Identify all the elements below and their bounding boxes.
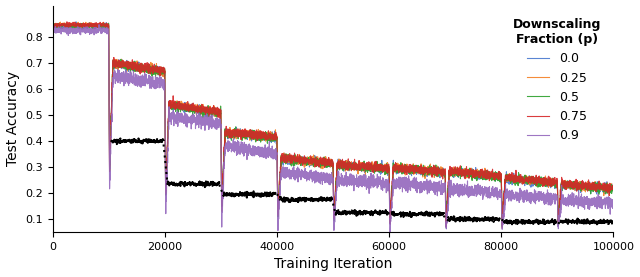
0.9 [263,155,271,158]
Legend: 0.0, 0.25, 0.5, 0.75, 0.9: 0.0, 0.25, 0.5, 0.75, 0.9 [506,12,607,148]
0.9 [385,188,393,191]
0.0 [442,227,450,230]
0.25 [385,170,393,174]
0.9 [413,184,421,187]
0.75 [609,182,617,185]
0.75 [442,225,450,229]
0.75 [385,169,393,173]
Line: 0.25: 0.25 [52,22,613,228]
0.5 [413,168,421,171]
0.5 [49,182,56,185]
0.25 [263,134,271,138]
0.0 [385,170,393,173]
0.75 [413,169,421,173]
0.75 [63,20,71,24]
0.0 [467,172,475,175]
0.9 [49,185,56,188]
0.25 [56,20,64,24]
0.75 [510,177,518,181]
0.9 [467,187,475,191]
0.0 [609,186,617,190]
0.9 [95,23,103,26]
0.0 [72,20,80,24]
0.5 [510,181,518,184]
0.75 [467,170,475,173]
0.0 [263,134,271,138]
0.5 [263,135,271,139]
0.75 [49,23,56,26]
0.9 [150,82,158,85]
0.5 [609,186,617,189]
0.0 [510,178,518,181]
0.0 [413,171,421,174]
Y-axis label: Test Accuracy: Test Accuracy [6,71,20,166]
0.25 [49,25,56,28]
0.5 [467,170,475,174]
X-axis label: Training Iteration: Training Iteration [274,257,392,271]
0.25 [499,226,506,230]
0.0 [150,69,158,72]
0.5 [385,169,393,172]
0.25 [150,65,158,68]
0.9 [609,202,617,205]
Line: 0.0: 0.0 [52,22,613,229]
0.5 [499,225,506,228]
0.25 [510,176,518,179]
0.75 [263,136,271,139]
Line: 0.5: 0.5 [52,23,613,227]
0.75 [150,67,158,70]
0.25 [413,168,421,171]
Line: 0.9: 0.9 [52,25,613,239]
0.9 [510,198,518,201]
0.5 [150,68,158,72]
0.5 [86,21,93,24]
0.25 [609,185,617,189]
Line: 0.75: 0.75 [52,22,613,227]
0.25 [467,171,475,174]
0.0 [49,24,56,27]
0.9 [386,237,394,241]
